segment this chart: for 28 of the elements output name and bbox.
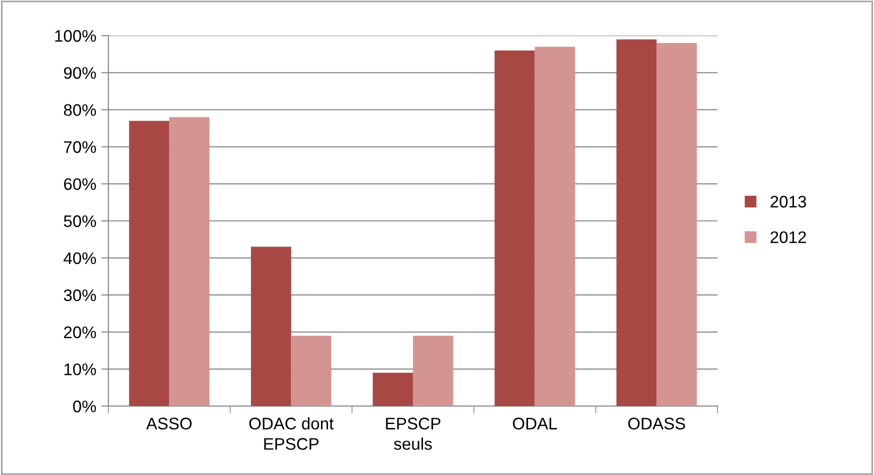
x-tick-label: ODAC dont EPSCP — [249, 417, 334, 450]
x-tick-label: ASSO — [146, 418, 192, 430]
x-tick-label: ODASS — [628, 418, 686, 430]
y-tick-label: 50% — [64, 215, 96, 228]
y-tick-label: 80% — [64, 104, 96, 116]
bar — [129, 120, 170, 406]
y-tick-label: 100% — [55, 30, 96, 42]
bar — [372, 372, 413, 406]
y-tick-label: 0% — [73, 400, 96, 412]
y-tick-label: 40% — [64, 252, 96, 264]
bar — [494, 50, 535, 406]
x-tick-label: EPSCP seuls — [386, 418, 440, 450]
y-tick-label: 20% — [64, 326, 96, 338]
y-tick-label: 10% — [64, 363, 96, 376]
y-tick-label: 90% — [64, 67, 96, 79]
bar — [169, 117, 210, 406]
y-tick-label: 30% — [64, 289, 96, 302]
legend-label: 2012 — [770, 231, 806, 244]
y-tick-label: 60% — [64, 178, 96, 190]
bar — [616, 39, 657, 406]
bar — [291, 336, 332, 406]
bar — [534, 46, 576, 406]
bar — [656, 43, 697, 406]
y-tick-label: 70% — [64, 141, 96, 153]
bar — [412, 336, 454, 406]
x-tick-label: ODAL — [512, 418, 557, 430]
bar — [250, 246, 292, 406]
legend-label: 2013 — [770, 196, 806, 208]
